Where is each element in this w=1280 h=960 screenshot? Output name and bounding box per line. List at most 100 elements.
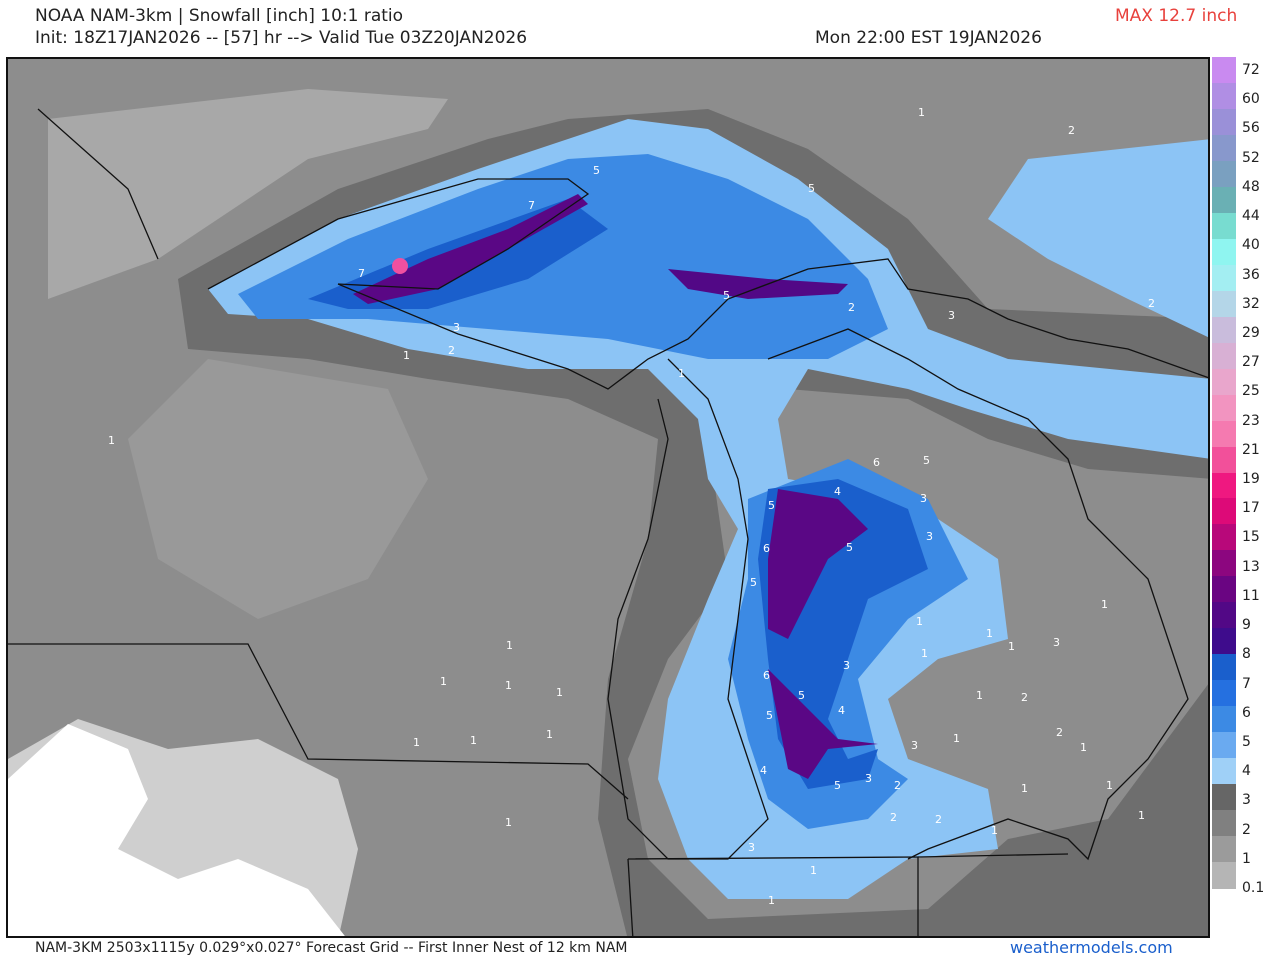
colorbar-tick-label: 1 <box>1242 850 1251 867</box>
colorbar-tick-label: 44 <box>1242 208 1260 225</box>
colorbar-tick-label: 9 <box>1242 617 1251 634</box>
colorbar-segment <box>1212 680 1236 707</box>
contour-label: 3 <box>748 841 755 854</box>
contour-label: 4 <box>834 485 841 498</box>
colorbar-tick-label: 2 <box>1242 821 1251 838</box>
max-snow-spot <box>392 258 408 274</box>
map-title: NOAA NAM-3km | Snowfall [inch] 10:1 rati… <box>35 6 404 26</box>
contour-label: 1 <box>986 627 993 640</box>
colorbar-segment <box>1212 602 1236 629</box>
boundaries <box>8 108 1208 936</box>
contour-labels: 7 7 5 5 5 1 2 3 2 3 1 2 2 1 1 6 5 4 5 6 5 3 3 5 5 6 5 4 3 3 4 5 3 2 2 2 1 1 1 1… <box>108 106 1155 907</box>
colorbar-tick-label: 72 <box>1242 62 1260 78</box>
colorbar-tick-label: 15 <box>1242 529 1260 546</box>
contour-label: 1 <box>678 367 685 380</box>
contour-label: 1 <box>505 816 512 829</box>
colorbar-segment <box>1212 810 1236 837</box>
colorbar-segment <box>1212 628 1236 655</box>
contour-label: 3 <box>453 321 460 334</box>
contour-label: 5 <box>723 289 730 302</box>
colorbar-segment <box>1212 186 1236 214</box>
contour-label: 3 <box>911 739 918 752</box>
contour-label: 1 <box>976 689 983 702</box>
contour-label: 2 <box>1021 691 1028 704</box>
contour-label: 1 <box>1021 782 1028 795</box>
colorbar-tick-label: 56 <box>1242 120 1260 137</box>
contour-label: 1 <box>768 894 775 907</box>
contour-label: 2 <box>1148 297 1155 310</box>
colorbar-tick-label: 60 <box>1242 91 1260 108</box>
contour-label: 6 <box>763 542 770 555</box>
local-valid-time: Mon 22:00 EST 19JAN2026 <box>815 28 1042 48</box>
contour-label: 3 <box>843 659 850 672</box>
colorbar-segment <box>1212 784 1236 811</box>
contour-label: 5 <box>846 541 853 554</box>
contour-label: 5 <box>808 182 815 195</box>
contour-label: 5 <box>923 454 930 467</box>
contour-label: 1 <box>403 349 410 362</box>
contour-label: 1 <box>810 864 817 877</box>
contour-label: 5 <box>750 576 757 589</box>
colorbar-tick-label: 25 <box>1242 383 1260 400</box>
colorbar-tick-label: 21 <box>1242 441 1260 458</box>
contour-label: 3 <box>948 309 955 322</box>
snow-6-8-area <box>768 669 878 779</box>
colorbar-segment <box>1212 758 1236 785</box>
contour-label: 1 <box>921 647 928 660</box>
max-value-label: MAX 12.7 inch <box>1115 6 1238 26</box>
contour-label: 1 <box>440 675 447 688</box>
contour-label: 2 <box>935 813 942 826</box>
colorbar-segment <box>1212 134 1236 162</box>
contour-label: 1 <box>505 679 512 692</box>
contour-label: 2 <box>890 811 897 824</box>
colorbar-segment <box>1212 862 1236 889</box>
brand-link[interactable]: weathermodels.com <box>1010 938 1173 957</box>
contour-label: 1 <box>108 434 115 447</box>
contour-label: 2 <box>1056 726 1063 739</box>
snowfall-map: 7 7 5 5 5 1 2 3 2 3 1 2 2 1 1 6 5 4 5 6 5 3 3 5 5 6 5 4 3 3 4 5 3 2 2 2 1 1 1 1… <box>6 57 1210 938</box>
colorbar-tick-label: 32 <box>1242 295 1260 312</box>
contour-label: 5 <box>766 709 773 722</box>
contour-label: 3 <box>1053 636 1060 649</box>
contour-label: 1 <box>470 734 477 747</box>
contour-label: 6 <box>763 669 770 682</box>
colorbar-tick-label: 5 <box>1242 733 1251 750</box>
colorbar-tick-label: 4 <box>1242 763 1251 780</box>
colorbar-tick-label: 13 <box>1242 558 1260 575</box>
contour-label: 5 <box>834 779 841 792</box>
colorbar-segment <box>1212 212 1236 240</box>
colorbar-segment <box>1212 732 1236 759</box>
colorbar-tick-label: 27 <box>1242 354 1260 371</box>
contour-label: 3 <box>920 492 927 505</box>
colorbar-segment <box>1212 550 1236 577</box>
no-snow-area <box>8 724 345 936</box>
colorbar-segment <box>1212 316 1236 344</box>
contour-label: 1 <box>916 615 923 628</box>
colorbar-tick-label: 3 <box>1242 792 1251 809</box>
colorbar-tick-label: 52 <box>1242 149 1260 166</box>
light-snow-area <box>128 359 428 619</box>
snow-6-8-area <box>768 489 868 639</box>
contour-label: 2 <box>848 301 855 314</box>
colorbar-tick-label: 7 <box>1242 675 1251 692</box>
colorbar-segment <box>1212 498 1236 525</box>
contour-label: 5 <box>798 689 805 702</box>
contour-label: 1 <box>1008 640 1015 653</box>
contour-label: 1 <box>556 686 563 699</box>
contour-label: 5 <box>593 164 600 177</box>
contour-label: 1 <box>953 732 960 745</box>
colorbar-segment <box>1212 82 1236 110</box>
contour-label: 1 <box>1106 779 1113 792</box>
snow-6-8-area <box>668 269 848 299</box>
colorbar-tick-label: 11 <box>1242 587 1260 604</box>
colorbar-segment <box>1212 238 1236 266</box>
colorbar-segment <box>1212 108 1236 136</box>
colorbar-tick-label: 0.1 <box>1242 880 1265 896</box>
snowfall-map-svg: 7 7 5 5 5 1 2 3 2 3 1 2 2 1 1 6 5 4 5 6 5 3 3 5 5 6 5 4 3 3 4 5 3 2 2 2 1 1 1 1… <box>8 89 1208 936</box>
colorbar-segment <box>1212 706 1236 733</box>
contour-label: 4 <box>838 704 845 717</box>
contour-label: 1 <box>1101 598 1108 611</box>
contour-label: 7 <box>358 267 365 280</box>
grid-info: NAM-3KM 2503x1115y 0.029°x0.027° Forecas… <box>35 940 628 956</box>
colorbar-segment <box>1212 160 1236 188</box>
